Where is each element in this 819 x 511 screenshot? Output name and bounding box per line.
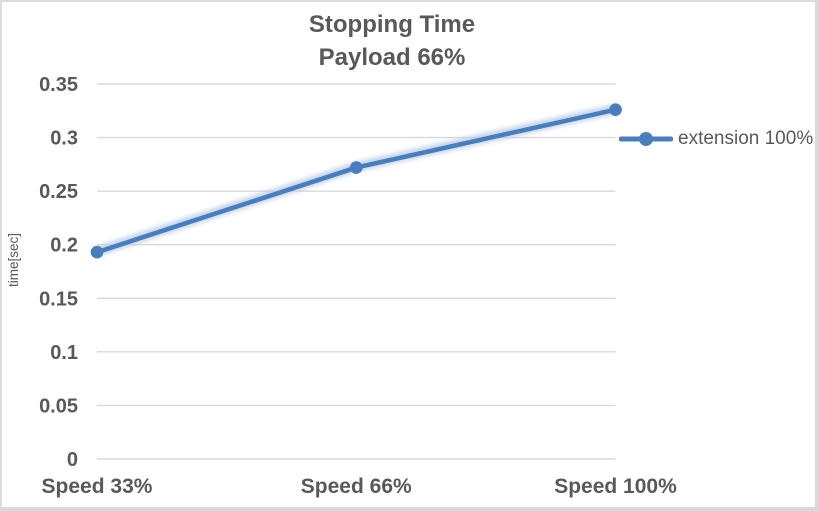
data-point-marker[interactable] <box>349 161 363 174</box>
series-line-glow <box>93 103 622 257</box>
legend[interactable]: extension 100% <box>619 125 813 153</box>
y-tick-label: 0.25 <box>39 181 78 203</box>
y-tick-label: 0.1 <box>50 342 78 364</box>
y-tick-label: 0.2 <box>50 235 78 257</box>
legend-label: extension 100% <box>678 128 814 149</box>
data-point-marker[interactable] <box>90 245 104 259</box>
x-category-label: Speed 100% <box>554 475 677 498</box>
x-category-label: Speed 33% <box>42 475 153 498</box>
y-tick-label: 0.35 <box>39 74 78 96</box>
y-axis-title: time[sec] <box>6 233 21 287</box>
chart-title-line2: Payload 66% <box>318 44 466 71</box>
y-tick-label: 0 <box>67 449 78 471</box>
data-point-marker[interactable] <box>609 103 622 117</box>
chart-title-line1: Stopping Time <box>308 11 476 38</box>
y-tick-label: 0.05 <box>39 395 78 417</box>
y-tick-label: 0.15 <box>39 288 78 310</box>
legend-line-marker <box>619 132 673 146</box>
chart-title: Stopping Time Payload 66% <box>2 8 782 74</box>
x-category-label: Speed 66% <box>301 475 412 498</box>
y-tick-label: 0.3 <box>50 128 78 150</box>
